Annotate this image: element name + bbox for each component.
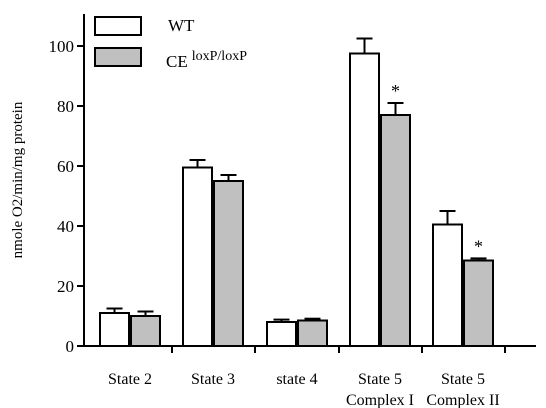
- y-tick-label: 80: [57, 97, 74, 116]
- significance-star: *: [474, 236, 483, 256]
- x-tick-label: Complex I: [346, 392, 414, 408]
- y-tick-label: 100: [49, 37, 75, 56]
- axes: 0 20 40 60 80 100 State 2 State 3 state 4 State 5…: [49, 14, 536, 408]
- legend-label-ce: CE loxP/loxP: [166, 49, 247, 71]
- x-tick-label: Complex II: [426, 392, 499, 408]
- x-tick-label: State 2: [108, 371, 152, 388]
- x-tick-label: State 5: [358, 371, 402, 388]
- y-tick-label: 40: [57, 217, 74, 236]
- bar-ce-4: [463, 259, 494, 347]
- bar-ce-0: [130, 315, 161, 347]
- y-tick-label: 60: [57, 157, 74, 176]
- x-tick-label: State 5: [441, 371, 485, 388]
- significance-star: *: [391, 81, 400, 101]
- x-tick-label: State 3: [191, 371, 235, 388]
- bar-wt-0: [99, 312, 130, 347]
- y-tick-label: 0: [66, 337, 75, 356]
- y-axis-label: nmole O2/min/mg protein: [10, 101, 26, 258]
- x-tick-label: state 4: [276, 371, 317, 388]
- y-tick-label: 20: [57, 277, 74, 296]
- bar-ce-1: [213, 180, 244, 347]
- legend-label-superscript: loxP/loxP: [192, 49, 247, 64]
- legend-swatch-ce: [94, 47, 142, 67]
- legend-label-wt: WT: [168, 16, 195, 35]
- legend-swatch-wt: [94, 16, 142, 36]
- bar-wt-4: [432, 223, 463, 347]
- bar-wt-3: [349, 52, 380, 347]
- bar-wt-1: [182, 166, 213, 347]
- bar-ce-3: [380, 114, 411, 347]
- legend: WT CE loxP/loxP: [94, 16, 247, 71]
- bar-wt-2: [266, 321, 297, 347]
- bar-ce-2: [297, 319, 328, 347]
- bars: **: [99, 37, 494, 347]
